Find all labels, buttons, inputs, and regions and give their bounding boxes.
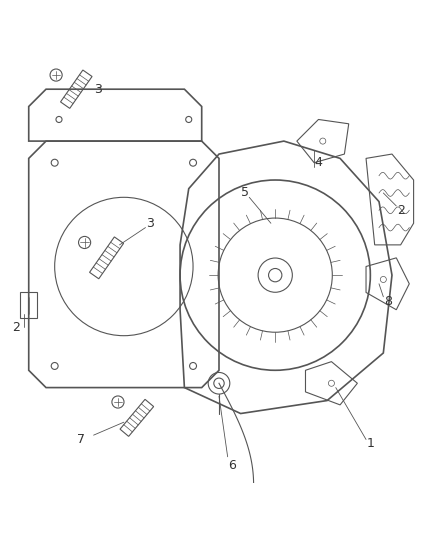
Text: 2: 2 — [12, 320, 20, 334]
Text: 3: 3 — [146, 217, 154, 230]
Text: 5: 5 — [241, 187, 249, 199]
Text: 3: 3 — [94, 83, 102, 96]
Text: 4: 4 — [314, 156, 322, 169]
Text: 8: 8 — [384, 295, 392, 308]
Text: 7: 7 — [77, 433, 85, 446]
Text: 2: 2 — [397, 204, 405, 217]
Text: 6: 6 — [228, 459, 236, 472]
Text: 1: 1 — [367, 437, 374, 450]
